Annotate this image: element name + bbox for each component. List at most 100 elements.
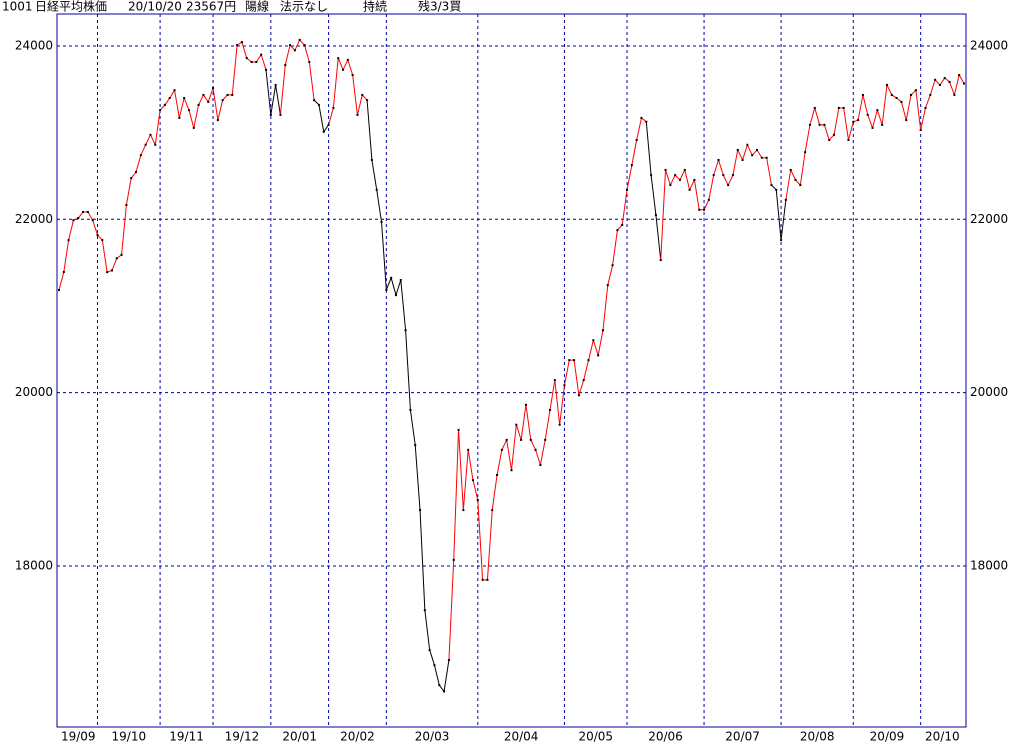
data-point — [173, 89, 176, 92]
data-point — [818, 123, 821, 126]
line-segment — [178, 97, 185, 119]
x-tick-label: 20/01 — [282, 730, 317, 744]
line-segment — [241, 41, 248, 59]
data-point — [351, 74, 354, 77]
data-point — [370, 158, 373, 161]
line-segment — [530, 439, 537, 451]
line-segment — [130, 171, 137, 179]
x-tick-label: 20/10 — [925, 730, 960, 744]
data-point — [226, 93, 229, 96]
line-segment — [150, 134, 156, 145]
line-segment — [121, 204, 127, 255]
line-segment — [775, 189, 782, 241]
line-segment — [939, 77, 946, 86]
line-segment — [400, 279, 407, 331]
line-segment — [198, 94, 204, 106]
data-point — [934, 78, 937, 81]
data-point — [601, 329, 604, 332]
data-point — [515, 423, 518, 426]
data-point — [139, 154, 142, 157]
data-point — [910, 93, 913, 96]
data-point — [62, 271, 65, 274]
data-point — [144, 143, 147, 146]
line-segment — [949, 81, 955, 96]
line-segment — [737, 149, 744, 161]
line-segment — [905, 94, 912, 121]
data-point — [491, 509, 494, 512]
line-segment — [385, 277, 392, 291]
data-point — [255, 61, 258, 64]
data-point — [736, 148, 739, 151]
data-point — [900, 100, 903, 103]
data-point — [216, 119, 219, 122]
data-point — [861, 93, 864, 96]
line-segment — [68, 220, 74, 241]
data-point — [808, 123, 811, 126]
line-segment — [631, 139, 638, 166]
line-segment — [395, 279, 402, 296]
line-segment — [693, 179, 700, 210]
line-segment — [462, 449, 469, 511]
data-point — [534, 448, 537, 451]
data-point — [476, 499, 479, 502]
line-segment — [390, 277, 397, 296]
line-segment — [727, 174, 734, 186]
line-segment — [756, 149, 763, 159]
x-tick-label: 19/11 — [169, 730, 204, 744]
data-point — [178, 116, 181, 119]
line-segment — [790, 169, 796, 181]
data-point — [438, 684, 441, 687]
data-point — [212, 87, 215, 90]
data-point — [717, 158, 720, 161]
line-segment — [328, 107, 334, 125]
data-point — [866, 113, 869, 116]
data-point — [428, 649, 431, 652]
x-tick-label: 20/04 — [504, 730, 539, 744]
data-point — [110, 269, 113, 272]
data-point — [890, 93, 893, 96]
line-segment — [140, 144, 147, 156]
line-segment — [578, 379, 585, 396]
line-segment — [703, 199, 710, 210]
line-segment — [511, 424, 517, 471]
line-segment — [58, 271, 65, 291]
line-segment — [212, 87, 219, 121]
header-text: 持続 — [363, 0, 387, 14]
line-segment — [491, 474, 498, 511]
line-segment — [174, 90, 180, 118]
data-point — [308, 61, 311, 64]
line-segment — [626, 165, 633, 190]
line-segment — [486, 510, 493, 580]
data-point — [775, 188, 778, 191]
line-segment — [77, 211, 84, 219]
line-segment — [347, 59, 354, 76]
data-point — [269, 113, 272, 116]
data-point — [616, 229, 619, 232]
data-point — [183, 96, 186, 99]
line-segment — [135, 155, 142, 173]
data-point — [346, 58, 349, 61]
data-point — [524, 403, 527, 406]
line-segment — [207, 87, 214, 103]
data-point — [327, 123, 330, 126]
data-point — [250, 61, 253, 64]
x-tick-label: 20/05 — [578, 730, 613, 744]
data-point — [924, 106, 927, 109]
line-segment — [636, 117, 642, 141]
data-point — [784, 198, 787, 201]
line-segment — [847, 121, 854, 141]
line-segment — [506, 439, 512, 471]
line-segment — [438, 684, 445, 692]
line-segment — [876, 109, 883, 126]
data-point — [163, 103, 166, 106]
line-segment — [405, 330, 411, 411]
data-point — [221, 99, 224, 102]
data-point — [500, 448, 503, 451]
data-point — [101, 239, 104, 242]
line-segment — [525, 404, 532, 440]
data-point — [582, 379, 585, 382]
data-point — [433, 664, 436, 667]
line-segment — [318, 104, 325, 132]
line-segment — [255, 54, 262, 63]
data-point — [678, 178, 681, 181]
